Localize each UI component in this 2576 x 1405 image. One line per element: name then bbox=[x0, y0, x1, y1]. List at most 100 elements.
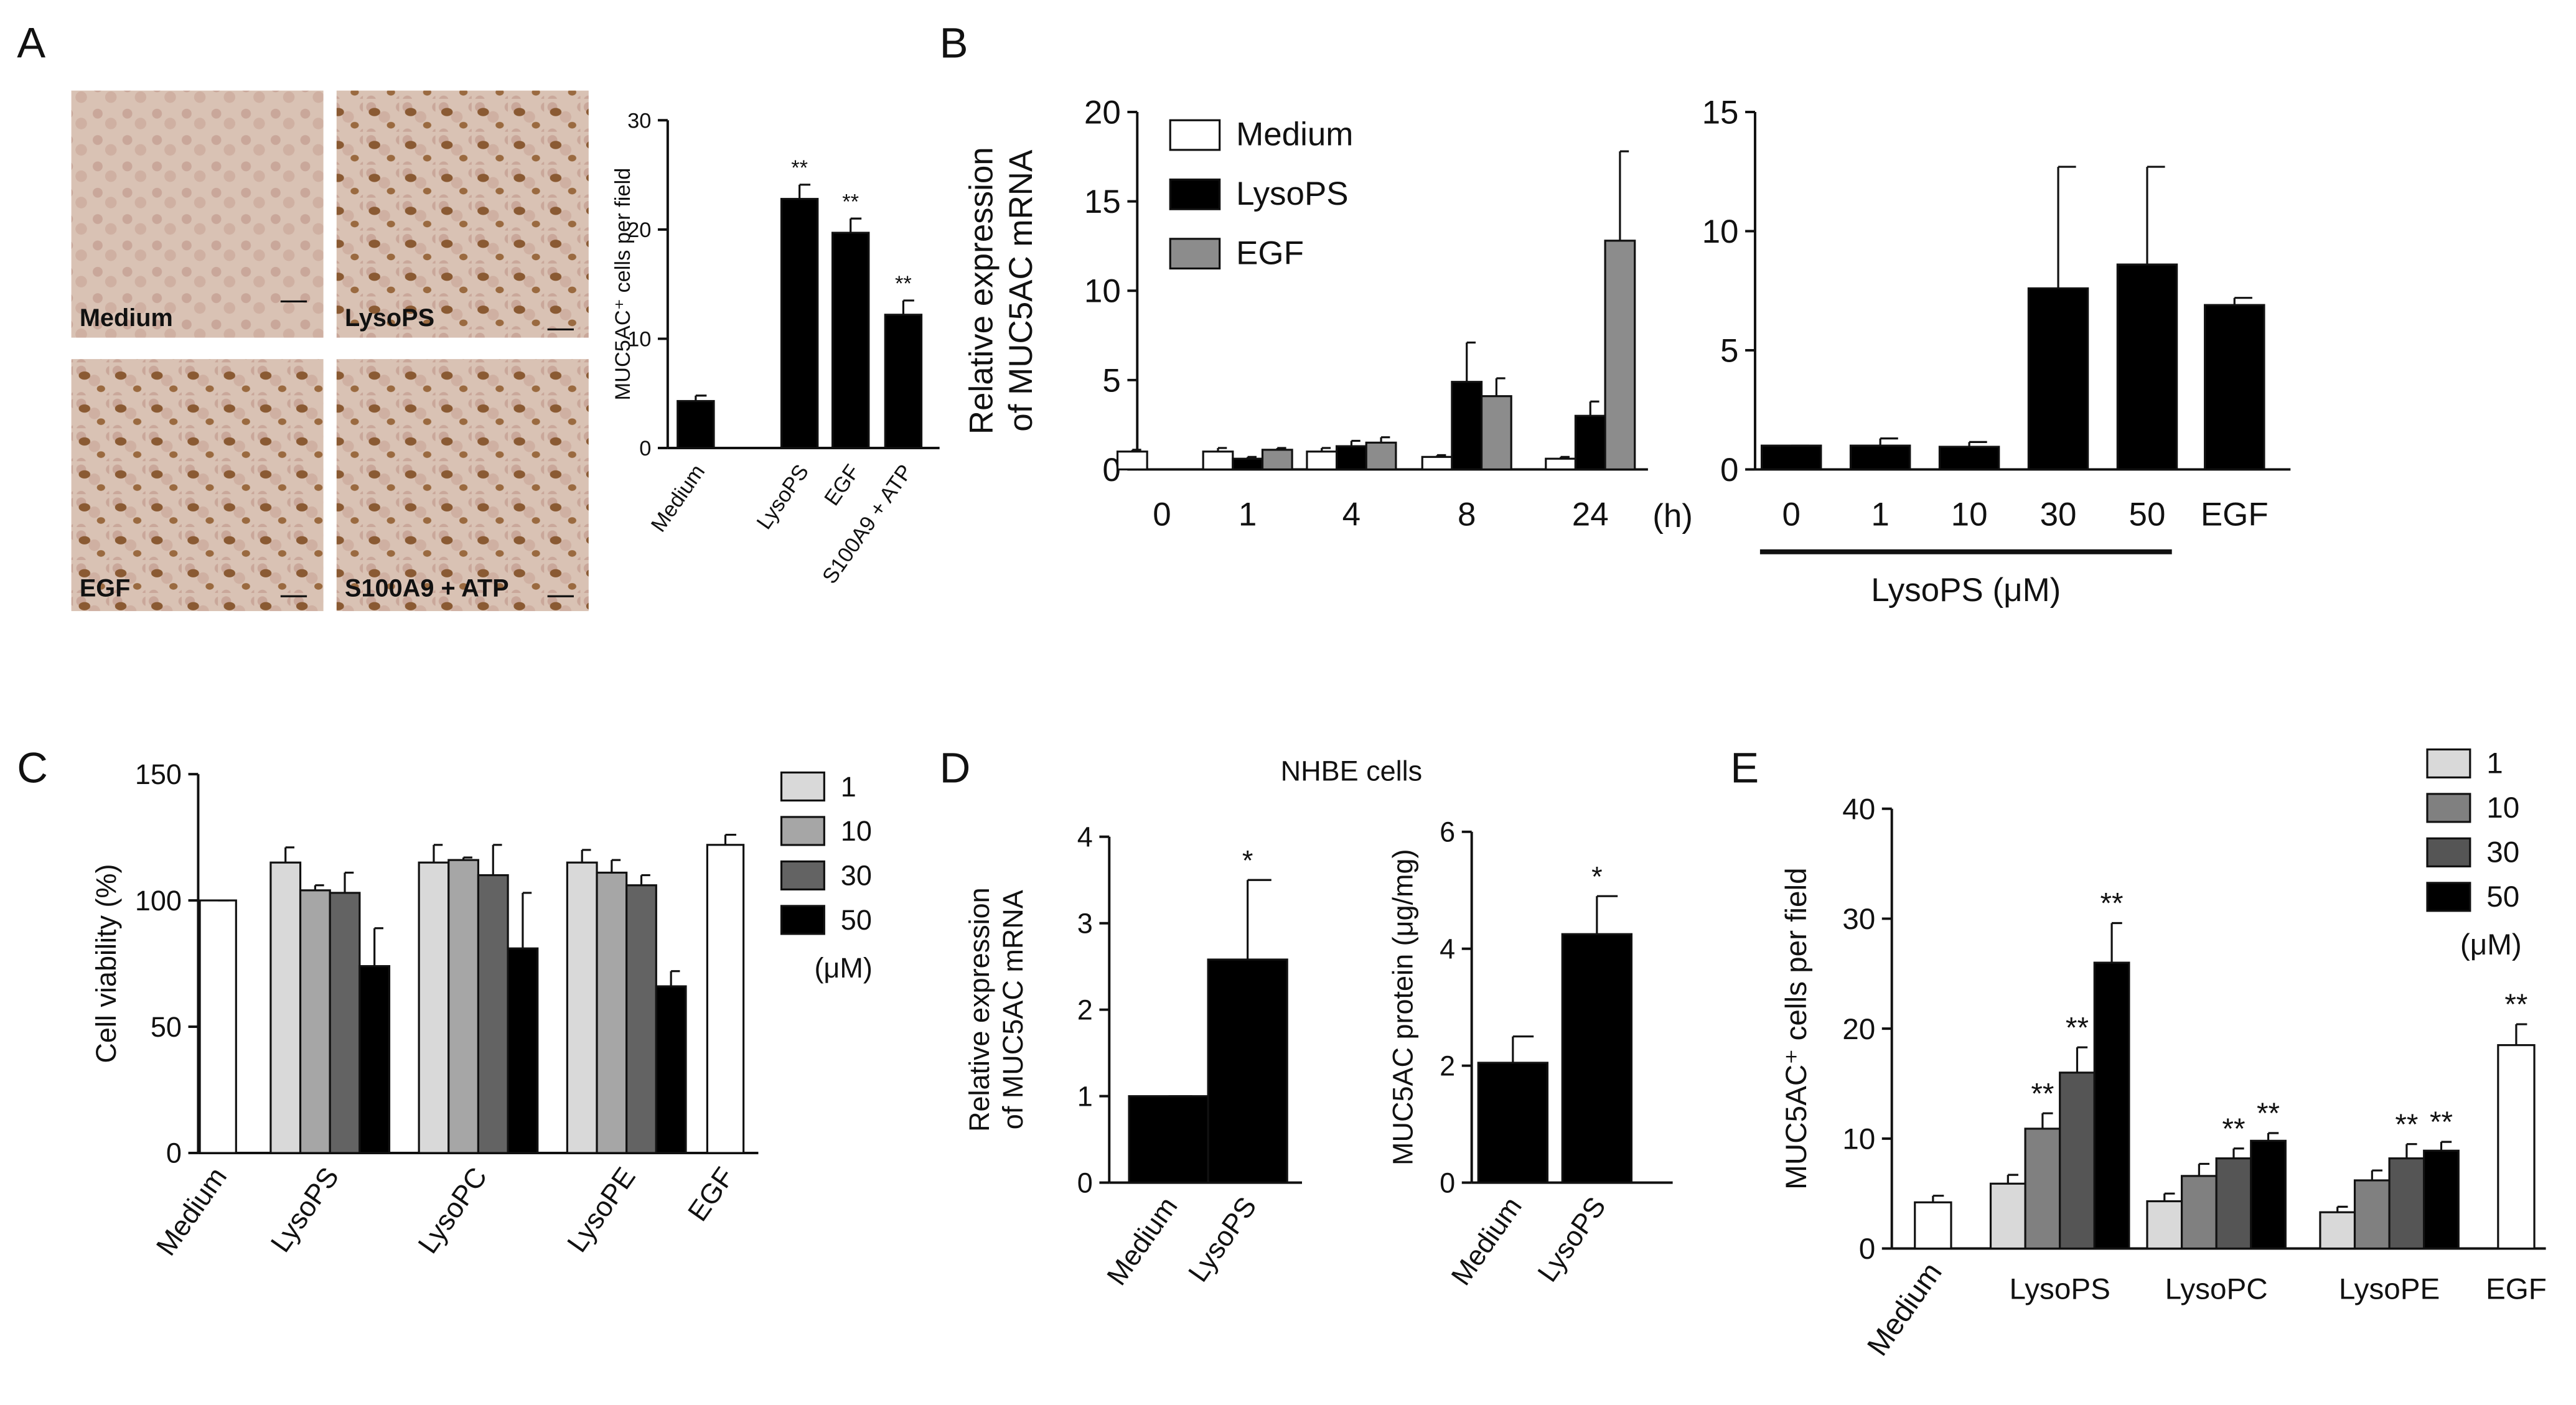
bar bbox=[706, 844, 745, 1154]
legend-swatch bbox=[1169, 238, 1221, 270]
y-tick-label: 0 bbox=[166, 1137, 182, 1169]
bar bbox=[507, 947, 539, 1154]
legend-swatch bbox=[2426, 882, 2471, 912]
legend-label: Medium bbox=[1236, 116, 1353, 153]
panel-label: E bbox=[1730, 744, 1759, 791]
bar bbox=[1938, 446, 2000, 471]
annotation: ** bbox=[2395, 1108, 2418, 1141]
y-tick-label: 2 bbox=[1077, 994, 1093, 1025]
annotation: ** bbox=[2222, 1113, 2245, 1146]
annotation: ** bbox=[2504, 988, 2527, 1021]
bar bbox=[596, 871, 628, 1154]
y-tick-label: 150 bbox=[135, 759, 182, 790]
legend-swatch bbox=[2426, 837, 2471, 867]
y-tick-label: 0 bbox=[1077, 1167, 1093, 1198]
x-tick-label: LysoPS bbox=[1182, 1191, 1263, 1287]
panel-label: C bbox=[17, 744, 48, 791]
y-tick-label: 20 bbox=[1084, 95, 1121, 131]
bar bbox=[2024, 1127, 2061, 1250]
bar bbox=[2353, 1179, 2391, 1250]
bar bbox=[2319, 1211, 2356, 1250]
y-tick-label: 50 bbox=[151, 1011, 182, 1043]
bar bbox=[1604, 240, 1636, 471]
y-axis-label: Relative expression bbox=[963, 887, 995, 1132]
bar bbox=[1232, 457, 1264, 471]
bar bbox=[884, 314, 923, 449]
bar bbox=[418, 861, 450, 1154]
y-axis-label: of MUC5AC mRNA bbox=[997, 890, 1029, 1129]
bar bbox=[329, 892, 361, 1154]
annotation: ** bbox=[842, 190, 859, 213]
x-tick-label: EGF bbox=[2486, 1273, 2547, 1306]
bar bbox=[1451, 381, 1483, 471]
legend-swatch bbox=[780, 816, 825, 846]
bar bbox=[1760, 444, 1822, 471]
bar bbox=[2250, 1139, 2287, 1250]
y-tick-label: 10 bbox=[1702, 213, 1739, 250]
bar bbox=[780, 198, 819, 449]
y-tick-label: 5 bbox=[1720, 332, 1738, 369]
bar bbox=[1989, 1182, 2026, 1250]
legend-swatch bbox=[1169, 178, 1221, 210]
annotation: * bbox=[1591, 861, 1603, 892]
bar bbox=[299, 889, 331, 1154]
y-tick-label: 15 bbox=[1702, 95, 1739, 131]
legend-label: LysoPS bbox=[1236, 175, 1348, 212]
legend-label: 1 bbox=[2486, 747, 2503, 780]
y-axis-label: MUC5AC⁺ cells per field bbox=[1780, 867, 1813, 1189]
annotation: ** bbox=[895, 272, 912, 296]
x-tick-label: 0 bbox=[1153, 496, 1171, 533]
bar bbox=[358, 965, 391, 1154]
bar bbox=[2423, 1149, 2460, 1250]
bar bbox=[2388, 1157, 2425, 1250]
group-label: LysoPS (μM) bbox=[1871, 572, 2061, 609]
annotation: ** bbox=[2066, 1011, 2089, 1044]
bar bbox=[2204, 304, 2265, 471]
x-tick-label: LysoPS bbox=[752, 460, 813, 534]
micrograph bbox=[336, 359, 589, 612]
annotation: ** bbox=[2430, 1106, 2453, 1139]
x-tick-label: Medium bbox=[150, 1162, 233, 1261]
y-tick-label: 10 bbox=[627, 327, 651, 351]
bar bbox=[1207, 958, 1288, 1184]
y-tick-label: 4 bbox=[1440, 933, 1455, 964]
y-axis-label: MUC5AC⁺ cells per field bbox=[611, 168, 635, 401]
bar bbox=[1365, 441, 1397, 471]
x-tick-label: Medium bbox=[1445, 1191, 1528, 1291]
x-tick-label: 10 bbox=[1951, 496, 1988, 533]
x-tick-label: 4 bbox=[1342, 496, 1361, 533]
bar bbox=[2146, 1200, 2183, 1250]
bar bbox=[1116, 450, 1148, 471]
x-tick-label: LysoPE bbox=[561, 1162, 642, 1258]
micrograph-label: LysoPS bbox=[345, 304, 434, 332]
y-tick-label: 5 bbox=[1102, 362, 1120, 399]
bar bbox=[2215, 1157, 2252, 1250]
bar bbox=[1561, 933, 1633, 1184]
x-tick-label: Medium bbox=[1100, 1191, 1184, 1291]
micrograph-label: S100A9 + ATP bbox=[345, 574, 509, 602]
x-tick-label: 50 bbox=[2129, 496, 2166, 533]
legend-swatch bbox=[2426, 748, 2471, 779]
bar bbox=[477, 874, 509, 1154]
legend-label: 50 bbox=[841, 904, 872, 936]
y-tick-label: 0 bbox=[1859, 1233, 1876, 1266]
x-tick-label: EGF bbox=[2201, 496, 2269, 533]
bar bbox=[1914, 1201, 1952, 1250]
y-tick-label: 1 bbox=[1077, 1080, 1093, 1112]
bar bbox=[566, 861, 598, 1154]
y-tick-label: 30 bbox=[1842, 903, 1875, 936]
micrograph bbox=[71, 359, 324, 612]
annotation: ** bbox=[2101, 887, 2124, 920]
bar bbox=[1545, 457, 1577, 471]
chart-title: NHBE cells bbox=[1281, 755, 1423, 787]
y-axis-label: MUC5AC protein (μg/mg) bbox=[1387, 849, 1418, 1165]
y-tick-label: 30 bbox=[627, 109, 651, 133]
y-axis-label: of MUC5AC mRNA bbox=[1003, 149, 1039, 432]
legend-label: 30 bbox=[2486, 836, 2519, 869]
bar bbox=[2116, 263, 2178, 471]
legend-label: 50 bbox=[2486, 880, 2519, 913]
x-tick-label: LysoPS bbox=[264, 1162, 345, 1258]
bar bbox=[2059, 1071, 2096, 1250]
panel-label: D bbox=[940, 744, 971, 791]
